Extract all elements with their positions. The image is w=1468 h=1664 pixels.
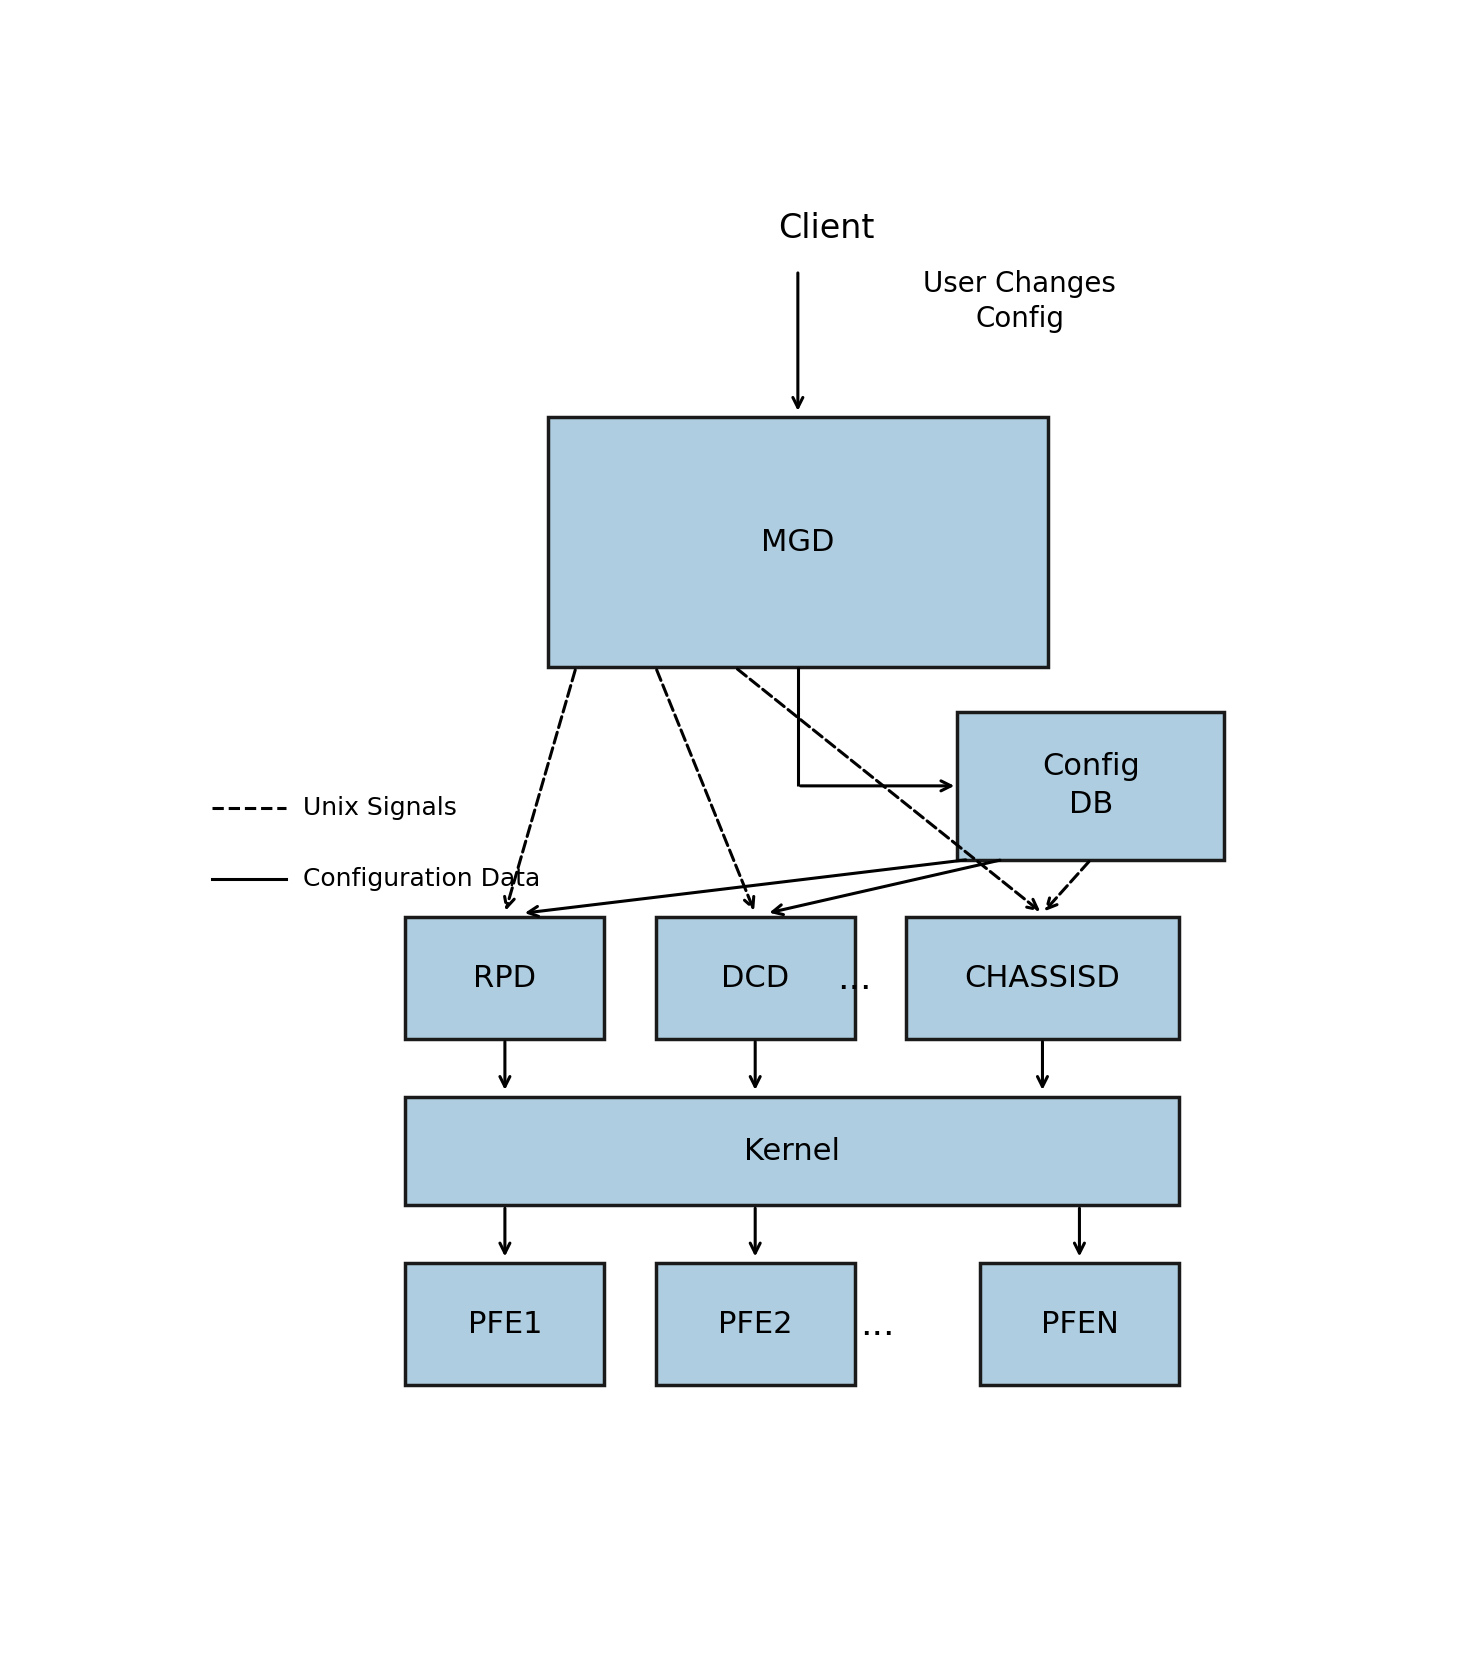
FancyBboxPatch shape — [405, 917, 605, 1038]
FancyBboxPatch shape — [405, 1097, 1179, 1205]
FancyBboxPatch shape — [957, 712, 1224, 860]
FancyBboxPatch shape — [656, 917, 854, 1038]
FancyBboxPatch shape — [656, 1263, 854, 1384]
Text: Unix Signals: Unix Signals — [302, 797, 457, 820]
Text: Kernel: Kernel — [744, 1137, 840, 1165]
Text: ...: ... — [860, 1308, 895, 1341]
FancyBboxPatch shape — [906, 917, 1179, 1038]
Text: User Changes
Config: User Changes Config — [923, 270, 1116, 333]
Text: Configuration Data: Configuration Data — [302, 867, 540, 890]
FancyBboxPatch shape — [548, 418, 1048, 667]
Text: Config
DB: Config DB — [1042, 752, 1139, 819]
Text: RPD: RPD — [473, 963, 536, 992]
Text: ...: ... — [837, 962, 872, 995]
FancyBboxPatch shape — [981, 1263, 1179, 1384]
Text: PFE1: PFE1 — [468, 1310, 542, 1338]
Text: MGD: MGD — [762, 527, 834, 557]
Text: DCD: DCD — [721, 963, 790, 992]
FancyBboxPatch shape — [405, 1263, 605, 1384]
Text: PFE2: PFE2 — [718, 1310, 793, 1338]
Text: Client: Client — [778, 211, 875, 245]
Text: CHASSISD: CHASSISD — [964, 963, 1120, 992]
Text: PFEΝ: PFEΝ — [1041, 1310, 1119, 1338]
